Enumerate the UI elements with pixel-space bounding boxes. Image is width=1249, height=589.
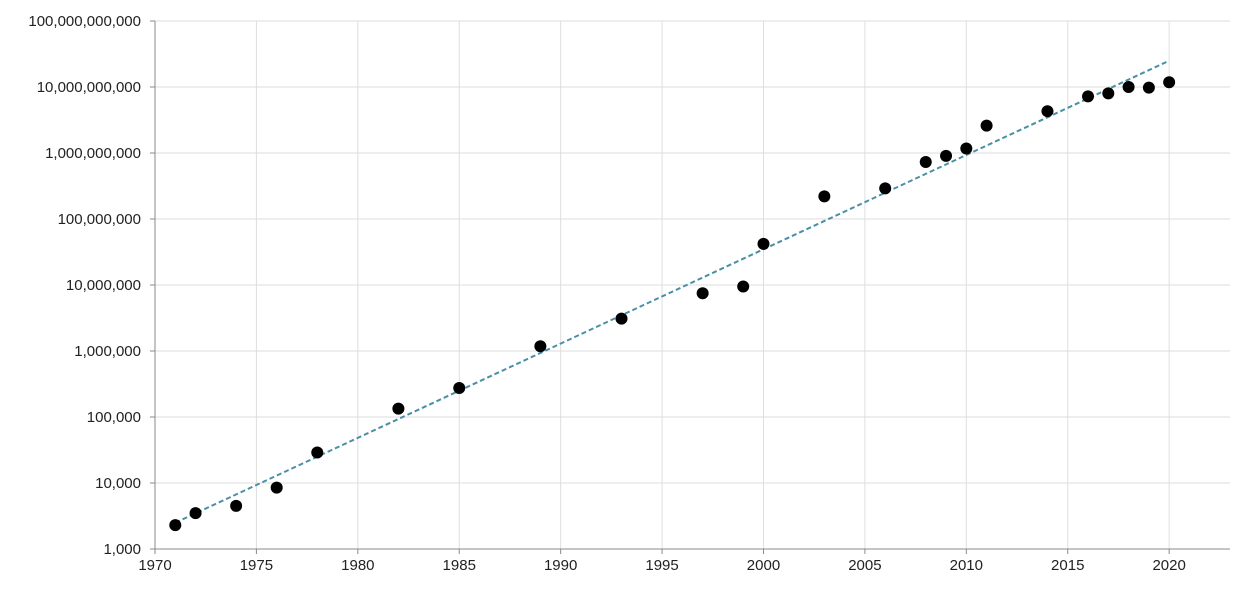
data-point — [1163, 76, 1176, 89]
data-point — [615, 312, 628, 325]
y-tick-label: 10,000 — [95, 475, 141, 492]
data-point — [1102, 87, 1115, 100]
data-point — [940, 149, 953, 162]
data-point — [879, 182, 892, 195]
data-point — [189, 507, 202, 520]
data-point — [1041, 105, 1054, 118]
x-tick-label: 1995 — [645, 557, 678, 574]
data-point — [919, 155, 932, 168]
y-tick-label: 10,000,000,000 — [37, 79, 141, 96]
y-tick-label: 1,000,000 — [74, 343, 141, 360]
x-tick-label: 2000 — [747, 557, 780, 574]
data-point — [453, 382, 466, 395]
x-tick-label: 1990 — [544, 557, 577, 574]
data-points — [169, 76, 1176, 532]
data-point — [270, 481, 283, 494]
horizontal-gridlines — [155, 20, 1230, 484]
x-tick-label: 2015 — [1051, 557, 1084, 574]
data-point — [980, 119, 993, 132]
x-tick-label: 2005 — [848, 557, 881, 574]
data-point — [230, 499, 243, 512]
y-tick-label: 100,000,000 — [58, 211, 141, 228]
x-tick-label: 2010 — [950, 557, 983, 574]
data-point — [311, 446, 324, 459]
x-tick-label: 2020 — [1152, 557, 1185, 574]
y-tick-label: 100,000,000,000 — [28, 13, 141, 30]
x-tick-label: 1975 — [240, 557, 273, 574]
data-point — [960, 142, 973, 155]
trendline-group — [174, 59, 1170, 524]
x-axis-tick-labels: 1970 1975 1980 1985 1990 1995 2000 2005 2010 2015… — [138, 557, 1186, 574]
y-tick-label: 1,000,000,000 — [45, 145, 141, 162]
y-tick-label: 10,000,000 — [66, 277, 141, 294]
data-point — [392, 402, 405, 415]
y-axis-tick-labels: 1,000 10,000 100,000 1,000,000 10,000,000 100… — [28, 13, 141, 558]
data-point — [1082, 90, 1095, 103]
data-point — [757, 237, 770, 250]
data-point — [818, 190, 831, 203]
data-point — [696, 287, 709, 300]
y-tick-label: 1,000 — [103, 541, 141, 558]
axes — [150, 20, 1230, 554]
trendline — [174, 59, 1170, 524]
x-tick-label: 1970 — [138, 557, 171, 574]
data-point — [1122, 81, 1135, 93]
x-tick-label: 1985 — [443, 557, 476, 574]
data-point — [737, 280, 750, 293]
data-point — [169, 519, 182, 532]
y-tick-label: 100,000 — [87, 409, 141, 426]
data-point — [534, 340, 547, 353]
data-point — [1142, 81, 1155, 94]
x-tick-label: 1980 — [341, 557, 374, 574]
